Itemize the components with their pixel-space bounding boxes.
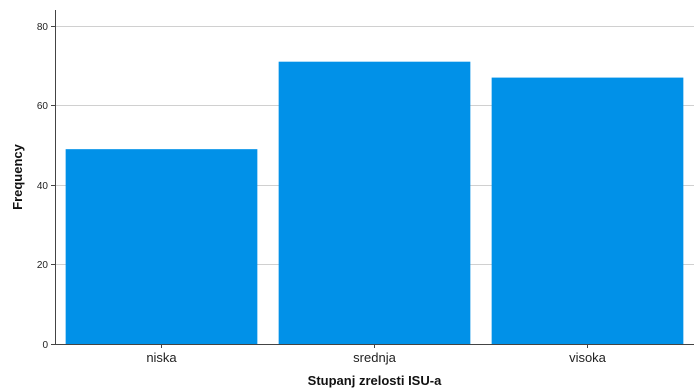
- x-tick-label: visoka: [569, 350, 607, 365]
- bar-visoka: [491, 77, 684, 344]
- y-axis-ticks: 0 20 40 60 80: [37, 22, 55, 351]
- y-tick-label: 20: [37, 260, 49, 271]
- y-tick-label: 60: [37, 101, 49, 112]
- x-tick-label: niska: [146, 350, 177, 365]
- y-tick-label: 40: [37, 181, 49, 192]
- x-axis-title: Stupanj zrelosti ISU-a: [308, 373, 442, 388]
- y-axis-title: Frequency: [10, 143, 25, 210]
- bar-srednja: [278, 61, 471, 344]
- y-tick-label: 80: [37, 22, 49, 33]
- bar-niska: [65, 149, 258, 344]
- bars: [65, 61, 684, 344]
- x-axis-ticks: niska srednja visoka: [146, 344, 607, 365]
- y-tick-label: 0: [42, 340, 48, 351]
- x-tick-label: srednja: [353, 350, 396, 365]
